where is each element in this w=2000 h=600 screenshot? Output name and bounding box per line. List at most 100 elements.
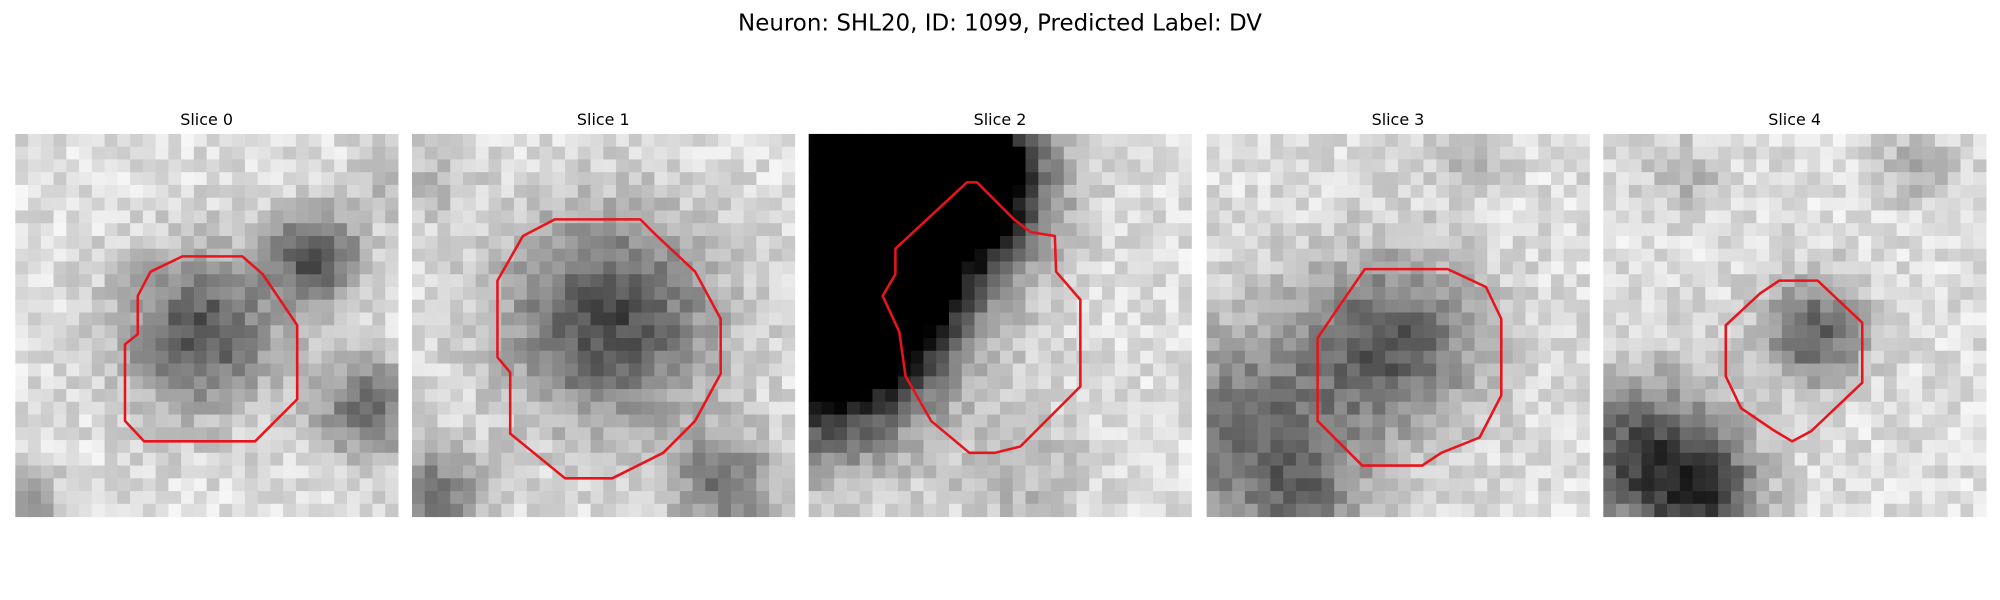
pixel (450, 274, 464, 288)
pixel (1321, 491, 1335, 505)
pixel (987, 312, 1001, 326)
pixel (603, 503, 617, 518)
pixel (514, 133, 528, 148)
pixel (1178, 235, 1192, 250)
pixel (1781, 299, 1796, 314)
pixel (1743, 133, 1757, 148)
pixel (526, 325, 541, 339)
pixel (846, 389, 861, 403)
pixel (463, 325, 477, 339)
panel-title: Slice 0 (180, 110, 233, 129)
pixel (872, 172, 886, 186)
pixel (974, 210, 988, 224)
pixel (40, 503, 55, 518)
pixel (897, 440, 912, 454)
pixel (1883, 440, 1898, 454)
pixel (1743, 363, 1757, 377)
pixel (1705, 478, 1719, 492)
pixel (475, 465, 490, 479)
pixel (872, 159, 886, 173)
pixel (1308, 401, 1322, 416)
pixel (475, 350, 490, 365)
pixel (910, 427, 924, 441)
pixel (1051, 503, 1065, 518)
pixel (1845, 235, 1859, 250)
pixel (987, 452, 1001, 467)
pixel (1487, 325, 1501, 339)
pixel (1102, 478, 1116, 492)
pixel (346, 146, 361, 160)
pixel (334, 363, 348, 377)
pixel (923, 133, 937, 148)
pixel (1883, 146, 1898, 160)
pixel (1295, 478, 1310, 492)
pixel (308, 274, 322, 288)
pixel (628, 440, 643, 454)
pixel (603, 299, 617, 314)
pixel (1538, 261, 1552, 275)
pixel (130, 376, 144, 390)
pixel (270, 440, 284, 454)
pixel (1820, 184, 1834, 199)
pixel (846, 133, 861, 148)
pixel (565, 286, 579, 301)
pixel (488, 401, 502, 416)
pixel (66, 503, 80, 518)
pixel (1461, 312, 1475, 326)
pixel (1063, 235, 1078, 250)
pixel (488, 491, 502, 505)
pixel (346, 465, 361, 479)
pixel (1512, 389, 1527, 403)
pixel (1063, 491, 1078, 505)
pixel (872, 312, 886, 326)
pixel (1359, 452, 1373, 467)
pixel (232, 503, 246, 518)
pixel (1794, 338, 1808, 352)
pixel (1769, 146, 1783, 160)
pixel (718, 235, 732, 250)
pixel (1769, 452, 1783, 467)
pixel (1845, 503, 1859, 518)
pixel (1410, 491, 1424, 505)
pixel (1127, 299, 1141, 314)
pixel (1346, 210, 1361, 224)
pixel (1140, 427, 1154, 441)
pixel (257, 248, 271, 262)
pixel (1295, 133, 1310, 148)
pixel (1820, 338, 1834, 352)
pixel (1474, 376, 1488, 390)
pixel (1448, 414, 1463, 428)
pixel (283, 350, 297, 365)
pixel (1718, 414, 1732, 428)
pixel (1461, 363, 1475, 377)
pixel (590, 146, 604, 160)
pixel (1667, 172, 1681, 186)
pixel (206, 210, 220, 224)
pixel (1973, 338, 1987, 352)
pixel (923, 363, 937, 377)
pixel (1654, 146, 1668, 160)
pixel (206, 338, 220, 352)
pixel (1883, 452, 1898, 467)
pixel (667, 389, 681, 403)
pixel (1244, 210, 1259, 224)
pixel (1114, 440, 1129, 454)
pixel (1127, 184, 1141, 199)
pixel (1947, 274, 1961, 288)
pixel (1410, 133, 1424, 148)
pixel (1270, 414, 1284, 428)
pixel (565, 312, 579, 326)
pixel (1973, 248, 1987, 262)
pixel (1321, 210, 1335, 224)
pixel (1730, 452, 1745, 467)
pixel (885, 210, 899, 224)
pixel (283, 146, 297, 160)
pixel (1525, 350, 1539, 365)
pixel (1346, 503, 1361, 518)
pixel (948, 376, 963, 390)
pixel (1603, 159, 1617, 173)
pixel (1206, 286, 1220, 301)
pixel (1038, 312, 1052, 326)
pixel (1206, 503, 1220, 518)
pixel (987, 299, 1001, 314)
